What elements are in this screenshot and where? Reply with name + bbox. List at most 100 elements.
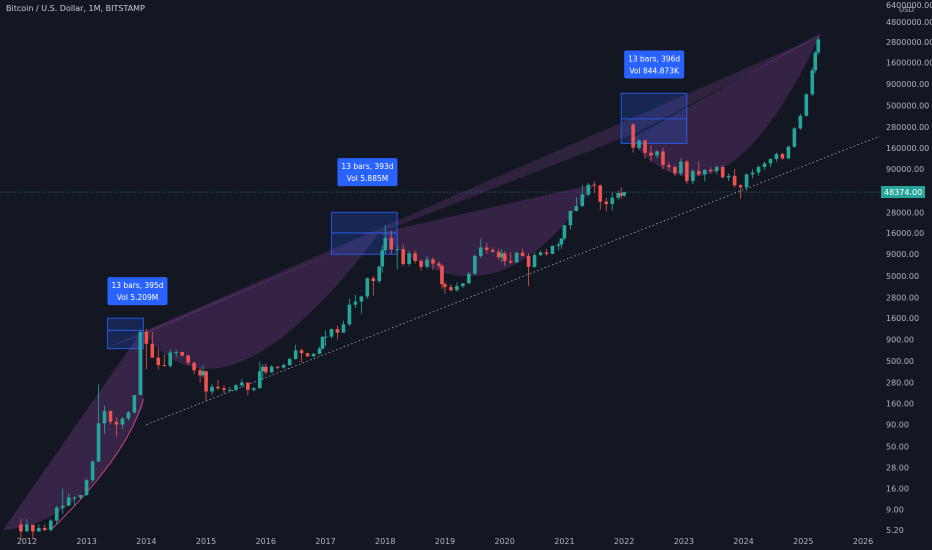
- candle-body: [401, 249, 405, 265]
- candle-body: [461, 283, 465, 287]
- candle-body: [455, 286, 459, 291]
- candle-body: [210, 386, 214, 392]
- y-axis-unit: USD: [899, 6, 914, 14]
- candle-body: [341, 324, 346, 333]
- y-tick-label: 28.00: [886, 464, 909, 473]
- y-tick-label: 28000.00: [886, 208, 924, 217]
- y-tick-label: 50.00: [886, 442, 909, 451]
- candle-body: [383, 237, 388, 251]
- x-tick-label: 2025: [793, 537, 813, 546]
- candle-body: [502, 253, 507, 261]
- candle-body: [275, 366, 280, 368]
- x-tick-label: 2013: [76, 537, 96, 546]
- candle-body: [407, 253, 411, 265]
- candle-body: [598, 185, 603, 202]
- candle-body: [562, 225, 567, 239]
- candle-body: [780, 154, 785, 159]
- y-tick-label: 5.20: [886, 526, 904, 535]
- candle-body: [655, 151, 659, 156]
- cycle-2022-arc: [630, 32, 822, 177]
- annotation-line2: Vol 5.209M: [117, 293, 159, 302]
- candle-body: [269, 366, 274, 373]
- candle-body: [162, 365, 167, 367]
- y-tick-label: 90.00: [886, 421, 909, 430]
- candle-body: [263, 366, 268, 373]
- x-tick-label: 2017: [315, 537, 335, 546]
- candle-body: [395, 249, 399, 251]
- long-term-channel: [104, 32, 828, 349]
- candle-body: [538, 252, 543, 256]
- candle-body: [377, 266, 382, 282]
- candle-body: [299, 350, 304, 354]
- measure-box-3: [620, 92, 688, 144]
- candle-body: [317, 348, 322, 354]
- cycle-2013-curve: [50, 398, 144, 531]
- annotation-line1: 13 bars, 395d: [111, 281, 163, 290]
- y-tick-label: 900000.00: [886, 80, 929, 89]
- candle-body: [479, 247, 483, 256]
- candle-body: [144, 331, 149, 344]
- candle-body: [568, 210, 573, 226]
- x-tick-label: 2020: [495, 537, 515, 546]
- current-price-badge: [881, 186, 925, 199]
- candle-body: [616, 193, 620, 198]
- candle-body: [816, 39, 821, 53]
- candle-body: [72, 497, 77, 499]
- candle-body: [204, 371, 208, 392]
- candle-body: [19, 524, 23, 532]
- candle-body: [714, 167, 719, 172]
- y-tick-label: 160.00: [886, 399, 914, 408]
- candle-body: [371, 278, 376, 282]
- candle-body: [108, 410, 113, 422]
- annotation-box-2: [337, 158, 398, 187]
- candle-body: [559, 238, 564, 245]
- y-tick-label: 9.00: [886, 506, 904, 515]
- candle-body: [810, 70, 815, 95]
- x-tick-label: 2022: [614, 537, 634, 546]
- candle-body: [762, 163, 767, 168]
- candle-body: [335, 329, 340, 333]
- candle-body: [720, 167, 725, 178]
- candle-body: [138, 331, 143, 396]
- y-tick-label: 2800000.00: [886, 38, 932, 47]
- candle-body: [496, 251, 501, 258]
- y-tick-label: 4800000.00: [886, 18, 932, 27]
- x-tick-label: 2021: [554, 537, 574, 546]
- candle-body: [679, 161, 683, 174]
- candle-body: [359, 296, 364, 302]
- candle-body: [156, 357, 161, 366]
- candle-body: [240, 382, 244, 386]
- candle-body: [419, 260, 423, 267]
- candle-body: [619, 193, 623, 196]
- annotation-line2: Vol 5.885M: [347, 174, 389, 183]
- annotation-labels: 13 bars, 395d Vol 5.209M 13 bars, 393d Vol …: [107, 50, 685, 306]
- candle-body: [222, 388, 226, 390]
- candle-body: [42, 527, 47, 530]
- candle-body: [592, 184, 597, 186]
- y-tick-label: 5000.00: [886, 272, 919, 281]
- candle-body: [174, 352, 178, 354]
- candle-body: [120, 418, 125, 425]
- y-tick-label: 500000.00: [886, 102, 929, 111]
- candle-body: [389, 237, 394, 250]
- candle-body: [574, 206, 579, 211]
- annotation-line2: Vol 844.873K: [629, 66, 680, 75]
- y-tick-label: 1600.00: [886, 314, 919, 323]
- candle-body: [437, 263, 441, 266]
- candle-body: [708, 169, 713, 172]
- candle-body: [413, 253, 417, 261]
- x-tick-label: 2016: [256, 537, 276, 546]
- candle-body: [697, 171, 701, 175]
- candle-body: [329, 329, 334, 337]
- candle-body: [774, 154, 779, 160]
- x-tick-label: 2026: [853, 537, 873, 546]
- candle-body: [586, 184, 591, 195]
- candle-body: [622, 192, 626, 196]
- x-tick-label: 2019: [435, 537, 455, 546]
- y-tick-label: 280000.00: [886, 123, 929, 132]
- cycle-2014-arc: [143, 232, 380, 369]
- candle-body: [150, 343, 155, 358]
- candle-body: [102, 410, 107, 424]
- candle-body: [691, 171, 695, 182]
